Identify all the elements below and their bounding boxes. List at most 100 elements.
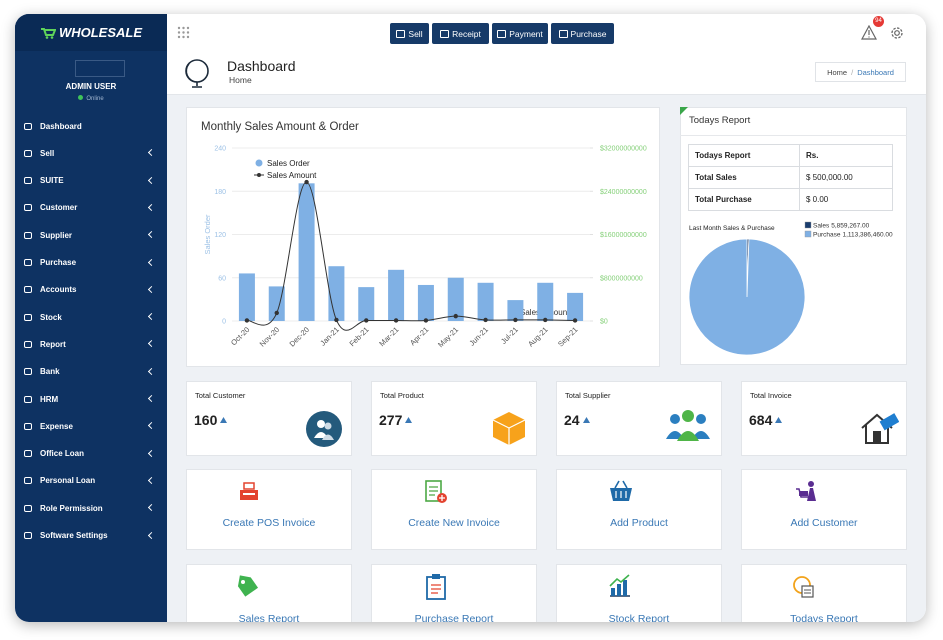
- sidebar: [15, 14, 167, 622]
- menu-item[interactable]: Sell: [24, 146, 160, 160]
- menu-item[interactable]: Software Settings: [24, 529, 160, 543]
- avatar: [75, 60, 125, 77]
- menu-icon: [24, 177, 32, 185]
- settings-icon[interactable]: [889, 25, 905, 41]
- bar: [537, 282, 554, 321]
- menu-label: Office Loan: [40, 449, 85, 459]
- supplier-icon: [666, 410, 710, 441]
- menu-chevron: [147, 231, 156, 239]
- report-label[interactable]: Todays Report: [790, 613, 858, 625]
- legend-entry: Sales 5,859,267.00: [813, 223, 870, 230]
- brand-icon: [40, 27, 56, 39]
- stat-value-row: 684: [749, 412, 783, 428]
- pie-chart: Last Month Sales & Purchase Sales 5,859,26…: [688, 221, 893, 356]
- user-status: Online: [15, 95, 167, 102]
- report-card[interactable]: [741, 564, 907, 622]
- report-card[interactable]: [371, 564, 537, 622]
- todays-report-icon: [793, 576, 814, 598]
- line-point: [513, 317, 518, 323]
- report-label[interactable]: Stock Report: [608, 613, 670, 625]
- bar: [298, 183, 315, 321]
- table-header-row: Todays Report Rs.: [688, 144, 893, 167]
- breadcrumb-home[interactable]: Home: [827, 67, 848, 77]
- report-label[interactable]: Purchase Report: [414, 613, 494, 625]
- menu-icon: [24, 259, 32, 266]
- menu-item[interactable]: Expense: [24, 419, 160, 433]
- action-label[interactable]: Add Product: [610, 517, 668, 529]
- table-cell: Total Sales: [688, 166, 800, 189]
- menu-item[interactable]: Office Loan: [24, 447, 160, 461]
- legend-label: Sales Order: [267, 159, 310, 168]
- menu-label: Bank: [40, 367, 60, 377]
- action-label[interactable]: Create New Invoice: [408, 517, 500, 529]
- table-cell: $ 500,000.00: [799, 166, 893, 189]
- y-tick-label: 60: [218, 275, 226, 282]
- brand[interactable]: WHOLESALE: [15, 14, 167, 51]
- menu-item[interactable]: Dashboard: [24, 119, 160, 133]
- menu-item[interactable]: Customer: [24, 201, 160, 215]
- x-tick-label: Jun-21: [467, 325, 490, 348]
- report-card[interactable]: [186, 564, 352, 622]
- menu-label: Report: [40, 339, 66, 349]
- menu-item[interactable]: Role Permission: [24, 501, 160, 515]
- stat-label: Total Supplier: [565, 391, 611, 400]
- pos-icon: [240, 482, 258, 500]
- report-card[interactable]: [556, 564, 722, 622]
- x-tick-label: Mar-21: [377, 325, 400, 348]
- action-card[interactable]: [741, 469, 907, 550]
- legend-value: 5,859,267.00: [831, 223, 869, 230]
- menu-icon: [24, 149, 32, 157]
- menu-icon: [24, 313, 32, 321]
- report-label[interactable]: Sales Report: [238, 613, 300, 625]
- stat-value: 684: [749, 412, 773, 428]
- action-card[interactable]: [556, 469, 722, 550]
- chart-title: Monthly Sales Amount & Order: [201, 121, 359, 133]
- x-tick-label: May-21: [436, 325, 460, 349]
- action-label[interactable]: Create POS Invoice: [222, 517, 316, 529]
- menu-icon: [24, 340, 32, 348]
- menu-icon: [24, 231, 32, 239]
- action-label[interactable]: Add Customer: [790, 517, 858, 529]
- apps-icon[interactable]: [177, 26, 190, 39]
- trend-arrow: [582, 417, 590, 423]
- notification-badge[interactable]: 94: [873, 16, 884, 27]
- button-label: Payment: [509, 28, 543, 39]
- menu-item[interactable]: Purchase: [24, 256, 160, 270]
- action-card[interactable]: [186, 469, 352, 550]
- legend-name: Sales: [813, 223, 830, 230]
- menu-item[interactable]: Stock: [24, 310, 160, 324]
- menu-item[interactable]: Report: [24, 337, 160, 351]
- menu-item[interactable]: Personal Loan: [24, 474, 160, 488]
- x-tick-label: Apr-21: [408, 325, 430, 347]
- toolbar-button[interactable]: Payment: [492, 23, 548, 44]
- stat-value-row: 24: [564, 412, 590, 428]
- menu-icon: [24, 204, 32, 212]
- stock-report-icon: [609, 574, 630, 597]
- x-tick-label: Dec-20: [288, 325, 311, 348]
- customer-add-icon: [796, 481, 816, 501]
- stat-value-row: 277: [379, 412, 413, 428]
- toolbar-button[interactable]: Sell: [390, 23, 429, 44]
- action-card[interactable]: [371, 469, 537, 550]
- x-tick-label: Aug-21: [526, 325, 549, 348]
- toolbar-button[interactable]: Receipt: [432, 23, 489, 44]
- legend-swatch-dot: [257, 173, 261, 177]
- menu-item[interactable]: SUITE: [24, 174, 160, 188]
- menu-label: SUITE: [40, 176, 64, 186]
- x-tick-label: Sep-21: [556, 325, 579, 348]
- report-table: Todays Report Rs. Total Sales $ 500,000.00 T…: [688, 144, 893, 211]
- toolbar-button[interactable]: Purchase: [551, 23, 614, 44]
- menu-item[interactable]: Bank: [24, 365, 160, 379]
- breadcrumb: Home / Dashboard: [815, 62, 906, 82]
- line-point: [393, 318, 399, 323]
- menu-item[interactable]: Accounts: [24, 283, 160, 297]
- legend-name: Purchase: [813, 232, 841, 239]
- alert-icon[interactable]: [861, 25, 877, 40]
- y-axis-label: Sales Order: [203, 214, 212, 255]
- invoice-icon: [861, 413, 899, 444]
- line-point: [572, 318, 578, 323]
- menu-item[interactable]: HRM: [24, 392, 160, 406]
- page-subtitle: Home: [229, 75, 252, 85]
- menu-item[interactable]: Supplier: [24, 228, 160, 242]
- trend-icon: [405, 417, 413, 423]
